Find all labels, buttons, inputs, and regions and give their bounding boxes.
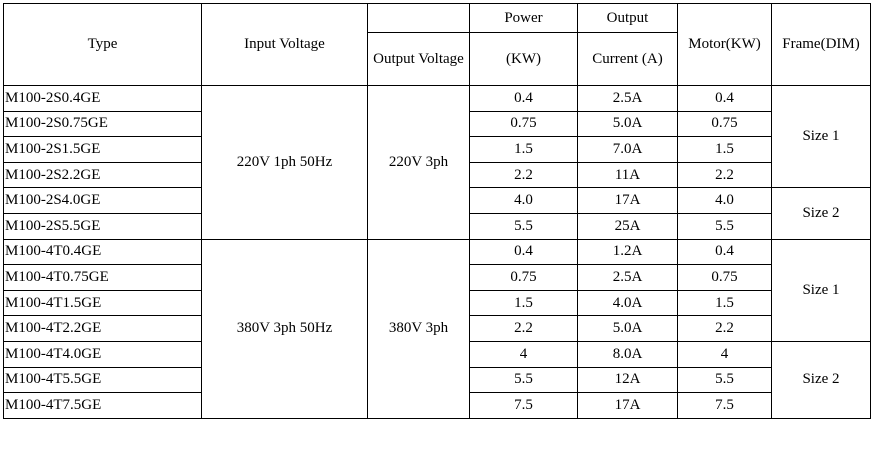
type-cell: M100-4T0.4GE [3,238,202,266]
motor-cell: 4.0 [677,187,772,214]
motor-cell: 7.5 [677,392,772,419]
header-cell: Output Voltage [367,32,470,86]
data-row: M100-2S5.5GE 5.5 25A 5.5 [3,212,871,240]
header-cell: Input Voltage [201,3,368,86]
data-row: M100-2S2.2GE 2.2 11A 2.2 [3,161,871,189]
current-cell: 2.5A [577,85,678,112]
motor-cell: 1.5 [677,136,772,163]
spec-table: Type Input Voltage Power Output Motor(KW… [3,3,871,419]
header-cell: Type [3,3,202,86]
header-row: Type Input Voltage Power Output Motor(KW… [3,3,871,86]
motor-cell: 0.75 [677,264,772,291]
type-cell: M100-4T4.0GE [3,340,202,368]
type-cell: M100-2S1.5GE [3,136,202,163]
type-cell: M100-2S4.0GE [3,187,202,214]
power-cell: 4 [469,340,578,368]
type-cell: M100-4T5.5GE [3,366,202,394]
power-cell: 0.4 [469,85,578,112]
current-cell: 5.0A [577,315,678,342]
header-cell: Power [469,3,578,33]
current-cell: 17A [577,392,678,419]
power-cell: 5.5 [469,212,578,240]
power-cell: 7.5 [469,392,578,419]
power-cell: 1.5 [469,289,578,317]
frame-cell: Size 2 [771,187,871,240]
frame-cell: Size 2 [771,340,871,419]
motor-cell: 2.2 [677,161,772,189]
output-voltage-cell: 220V 3ph [367,85,470,240]
header-cell: (KW) [469,32,578,86]
power-cell: 2.2 [469,161,578,189]
data-row: M100-4T0.4GE 380V 3ph 50Hz 380V 3ph 0.4 1.2A… [3,238,871,419]
data-row: M100-2S1.5GE 1.5 7.0A 1.5 [3,136,871,163]
motor-cell: 4 [677,340,772,368]
type-cell: M100-4T0.75GE [3,264,202,291]
type-cell: M100-2S5.5GE [3,212,202,240]
current-cell: 12A [577,366,678,394]
motor-cell: 2.2 [677,315,772,342]
header-cell: Frame(DIM) [771,3,871,86]
motor-cell: 0.4 [677,85,772,112]
data-row: M100-2S0.75GE 0.75 5.0A 0.75 [3,110,871,138]
power-cell: 4.0 [469,187,578,214]
data-row: M100-4T1.5GE 1.5 4.0A 1.5 [3,289,871,317]
current-cell: 2.5A [577,264,678,291]
frame-cell: Size 1 [771,84,871,189]
current-cell: 5.0A [577,110,678,138]
type-cell: M100-4T2.2GE [3,315,202,342]
power-cell: 2.2 [469,315,578,342]
header-cell: Current (A) [577,32,678,86]
power-cell: 0.4 [469,238,578,266]
data-row: M100-4T7.5GE 7.5 17A 7.5 [3,392,871,419]
header-cell: Motor(KW) [677,3,772,86]
power-cell: 1.5 [469,136,578,163]
type-cell: M100-4T1.5GE [3,289,202,317]
header-cell [367,3,470,33]
data-row: M100-2S0.4GE 220V 1ph 50Hz 220V 3ph 0.4 2.5A… [3,84,871,240]
type-cell: M100-2S0.4GE [3,85,202,112]
current-cell: 1.2A [577,238,678,266]
header-row: Output Voltage (KW) Current (A) [4,32,871,86]
output-voltage-cell: 380V 3ph [367,238,470,419]
motor-cell: 5.5 [677,212,772,240]
current-cell: 11A [577,161,678,189]
current-cell: 7.0A [577,136,678,163]
motor-cell: 1.5 [677,289,772,317]
power-cell: 0.75 [469,264,578,291]
motor-cell: 5.5 [677,366,772,394]
power-cell: 5.5 [469,366,578,394]
power-cell: 0.75 [469,110,578,138]
type-cell: M100-4T7.5GE [3,392,202,419]
current-cell: 4.0A [577,289,678,317]
current-cell: 8.0A [577,340,678,368]
frame-cell: Size 1 [771,238,871,342]
current-cell: 25A [577,212,678,240]
table-header: Type Input Voltage Power Output Motor(KW… [3,3,871,86]
current-cell: 17A [577,187,678,214]
motor-cell: 0.75 [677,110,772,138]
header-cell: Output [577,3,678,33]
data-row: M100-2S4.0GE 4.0 17A 4.0 Size 2 [3,187,871,240]
motor-cell: 0.4 [677,238,772,266]
table-body: M100-2S0.4GE 220V 1ph 50Hz 220V 3ph 0.4 2.5A… [3,84,871,419]
input-voltage-cell: 220V 1ph 50Hz [201,85,368,240]
data-row: M100-4T0.75GE 0.75 2.5A 0.75 [3,264,871,291]
input-voltage-cell: 380V 3ph 50Hz [201,238,368,419]
type-cell: M100-2S0.75GE [3,110,202,138]
type-cell: M100-2S2.2GE [3,161,202,189]
